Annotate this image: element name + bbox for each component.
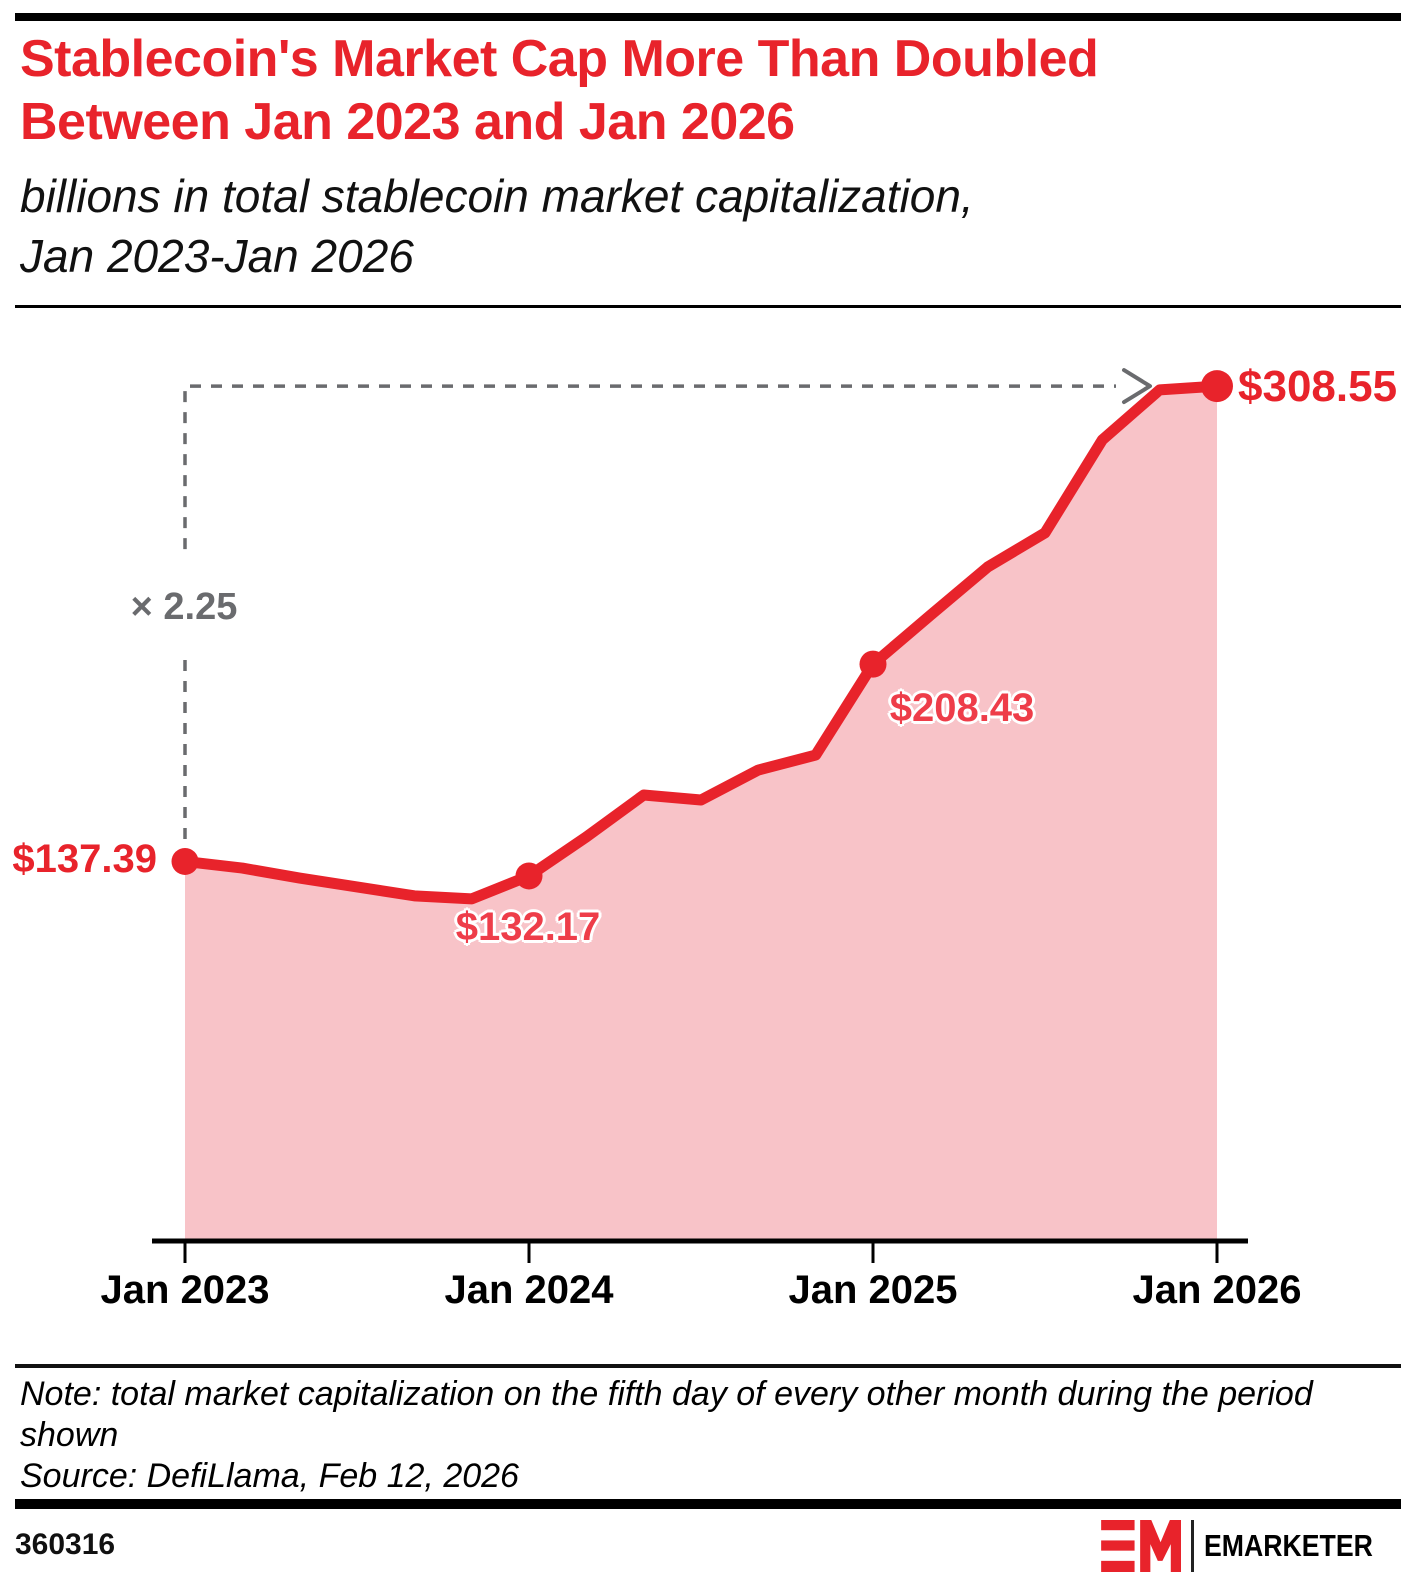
note-line2: shown (20, 1416, 119, 1454)
emarketer-logo: EMARKETER (1100, 1518, 1400, 1574)
footer-bar (15, 1499, 1401, 1509)
top-accent-bar (15, 13, 1401, 21)
area-fill (185, 386, 1217, 1241)
x-tick-label-jan-2024: Jan 2024 (444, 1268, 614, 1312)
note-line1: Note: total market capitalization on the… (20, 1375, 1313, 1413)
em-logo-icon (1100, 1520, 1181, 1572)
x-tick-label-jan-2026: Jan 2026 (1132, 1268, 1302, 1312)
x-tick-label-jan-2025: Jan 2025 (788, 1268, 958, 1312)
data-point-marker (171, 847, 199, 875)
logo-divider (1190, 1520, 1194, 1572)
multiplier-annotation: × 2.25 (130, 586, 238, 628)
data-label-jan-2023: $137.39 (12, 837, 157, 881)
x-axis-ticks (183, 1243, 1219, 1263)
chart-title-line2: Between Jan 2023 and Jan 2026 (20, 93, 795, 151)
data-label-jan-2025: $208.43 (889, 686, 1035, 730)
trend-line (179, 380, 1223, 905)
data-label-jan-2024: $132.17 (455, 905, 601, 949)
brand-wordmark: EMARKETER (1203, 1528, 1373, 1563)
data-label-jan-2026: $308.55 (1238, 362, 1398, 411)
data-point-marker (515, 862, 543, 890)
chart-title-line1: Stablecoin's Market Cap More Than Double… (20, 30, 1099, 88)
x-tick-label-jan-2023: Jan 2023 (100, 1268, 270, 1312)
chart-title: Stablecoin's Market Cap More Than Double… (20, 28, 1400, 154)
data-point-marker (1200, 370, 1233, 403)
note-text: Note: total market capitalization on the… (20, 1374, 1406, 1456)
footnote-divider (15, 1364, 1401, 1368)
data-point-marker (859, 650, 887, 678)
data-point-markers (171, 370, 1233, 890)
arrowhead-icon (1122, 368, 1152, 405)
chart-subtitle: billions in total stablecoin market capi… (20, 166, 1400, 286)
chart-id: 360316 (15, 1528, 116, 1561)
chart-subtitle-line1: billions in total stablecoin market capi… (20, 170, 974, 222)
source-text: Source: DefiLlama, Feb 12, 2026 (20, 1457, 519, 1495)
chart-subtitle-line2: Jan 2023-Jan 2026 (20, 230, 414, 282)
header-divider (15, 305, 1401, 308)
